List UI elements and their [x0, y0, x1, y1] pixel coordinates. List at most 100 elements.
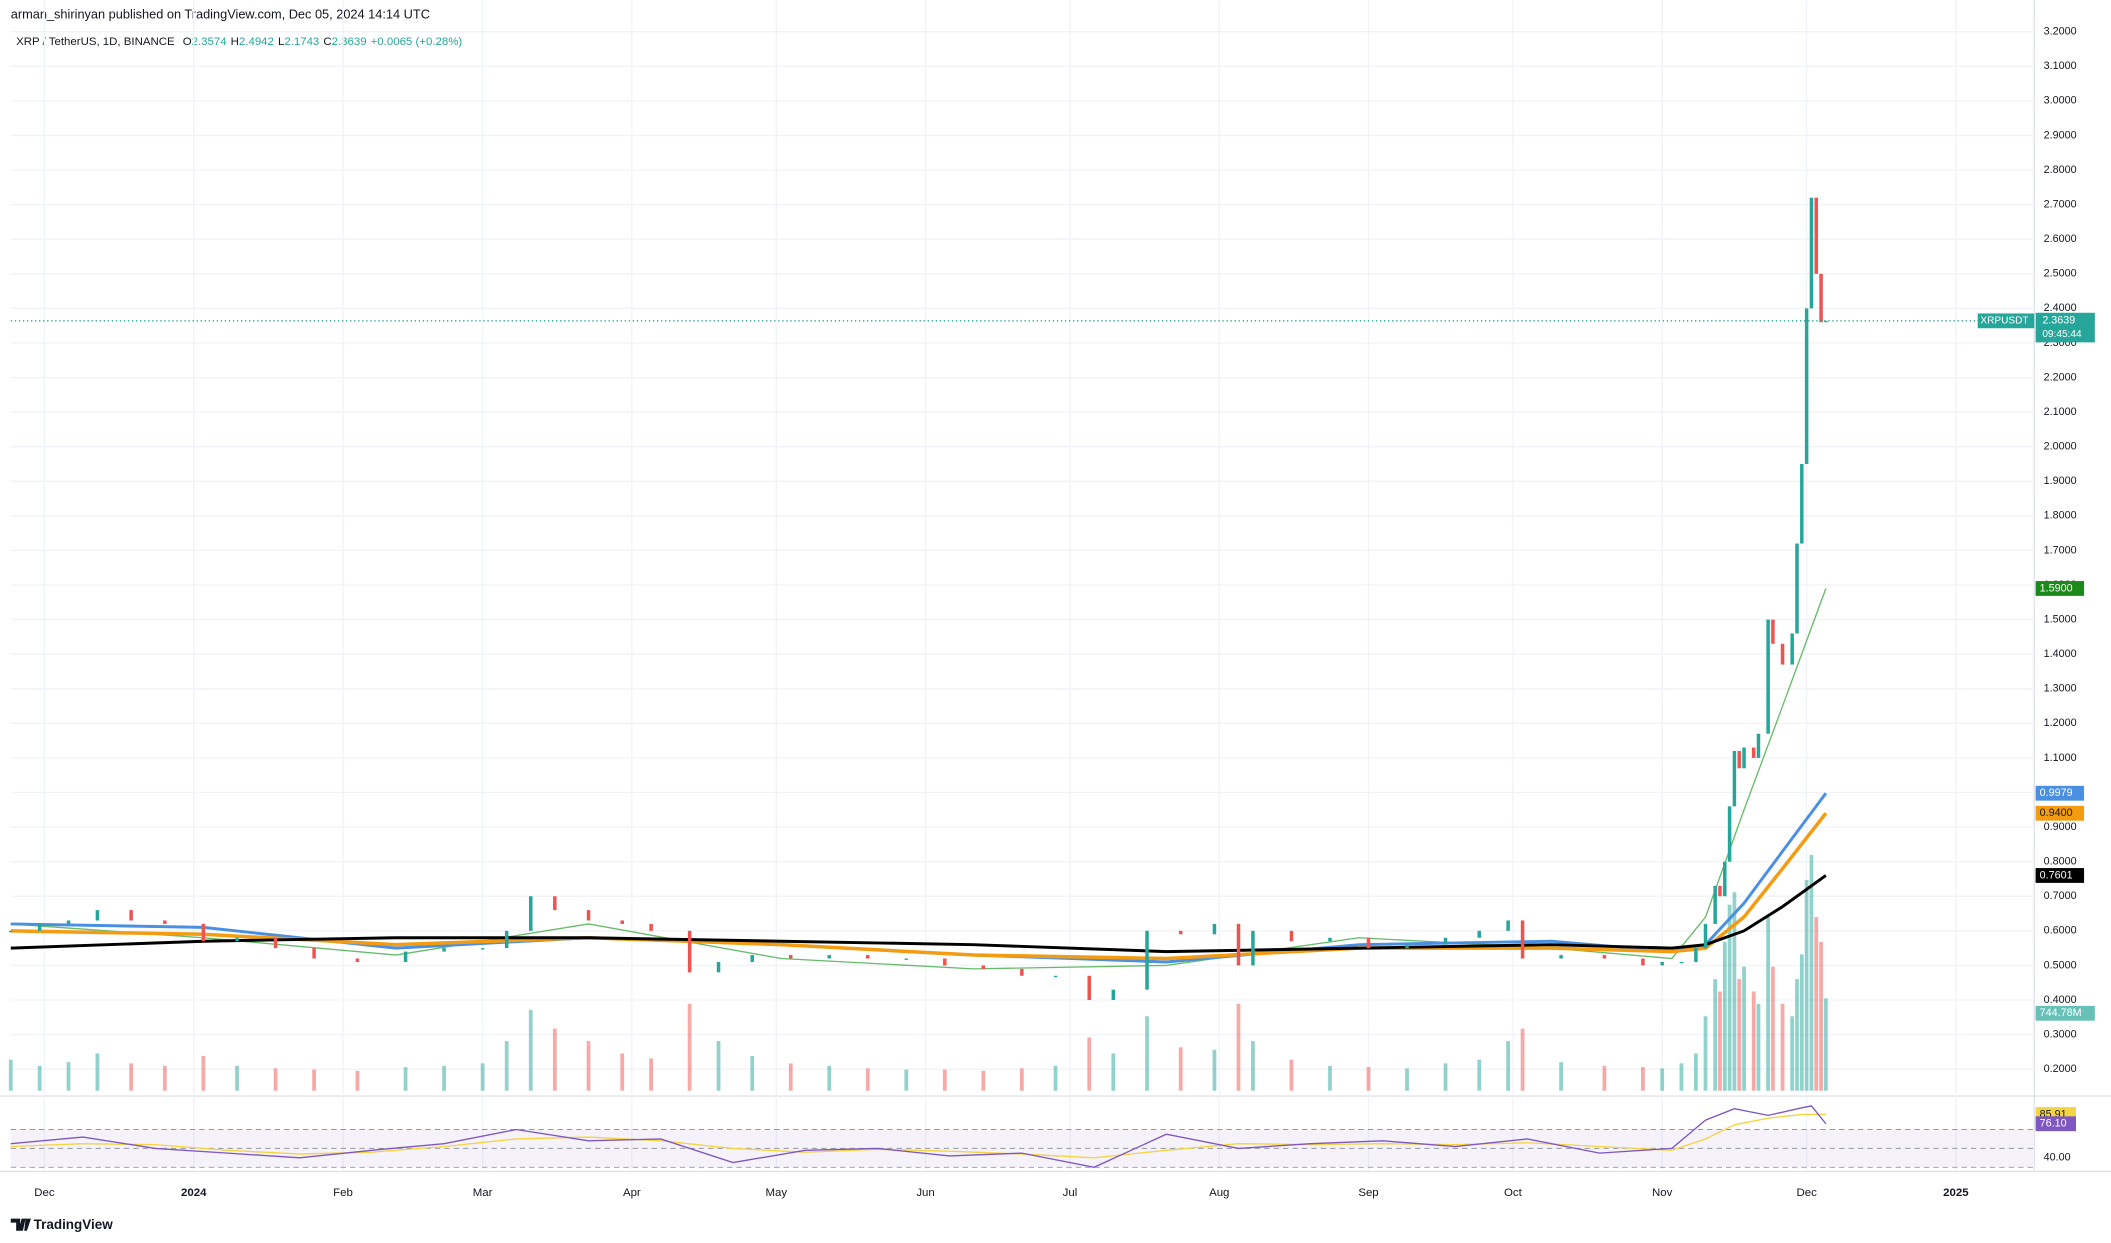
volume-bar: [1804, 879, 1809, 1091]
y-tick-label: 1.2000: [2044, 717, 2077, 729]
legend-value: 2.3574: [192, 36, 228, 48]
volume-bar: [312, 1069, 316, 1091]
candle-body: [129, 910, 133, 921]
volume-bar: [1111, 1053, 1116, 1091]
volume-bar: [1780, 1003, 1785, 1091]
candle-body: [1795, 543, 1799, 634]
y-tick-label: 0.3000: [2044, 1028, 2077, 1040]
volume-bar: [403, 1067, 408, 1091]
candle-body: [37, 923, 42, 931]
candle-body: [1732, 751, 1737, 807]
candle-body: [1742, 747, 1746, 769]
y-tick-label: 0.8000: [2044, 856, 2077, 868]
legend-key: C: [323, 36, 331, 48]
volume-bar: [1506, 1041, 1511, 1091]
y-tick-label: 2.5000: [2044, 268, 2077, 280]
x-tick-label: May: [765, 1187, 787, 1199]
ma-tag-label: 1.5900: [2040, 582, 2073, 594]
candle-body: [1804, 308, 1809, 464]
volume-bar: [1405, 1068, 1409, 1091]
candle-body: [904, 958, 909, 960]
rsi-tag-label: 76.10: [2040, 1118, 2067, 1130]
volume-bar: [1795, 979, 1799, 1091]
candle-body: [1559, 955, 1563, 959]
countdown-label: 09:45:44: [2042, 329, 2082, 340]
volume-bar: [1756, 1003, 1761, 1091]
y-tick-label: 3.1000: [2044, 60, 2077, 72]
volume-bar: [1679, 1063, 1684, 1091]
candle-body: [273, 937, 278, 949]
candle-body: [1087, 975, 1091, 1001]
symbol-legend: XRP / TetherUS, 1D, BINANCE O2.3574 H2.494…: [16, 36, 462, 48]
y-tick-label: 2.2000: [2044, 371, 2077, 383]
candle-body: [1727, 806, 1732, 862]
candle-body: [1477, 930, 1481, 938]
rsi-tick-label: 40.00: [2044, 1152, 2071, 1164]
rsi-ma-line: [10, 1113, 1826, 1159]
legend-value: 2.1743: [284, 36, 319, 48]
ma-tag-label: 0.7601: [2040, 869, 2073, 881]
y-tick-label: 2.4000: [2044, 302, 2077, 314]
x-tick-label: Aug: [1209, 1187, 1229, 1199]
y-tick-label: 1.3000: [2044, 683, 2077, 695]
volume-bar: [1366, 1067, 1371, 1091]
volume-bar: [649, 1058, 654, 1091]
brand-name: TradingView: [34, 1217, 114, 1232]
volume-bar: [620, 1053, 625, 1091]
volume-bar: [1790, 1016, 1795, 1091]
y-tick-label: 1.1000: [2044, 752, 2077, 764]
volume-bar: [1766, 917, 1770, 1091]
volume-bar: [904, 1069, 909, 1091]
candle-body: [586, 910, 591, 921]
volume-bar: [1713, 979, 1718, 1091]
volume-bar: [162, 1065, 167, 1091]
candle-body: [827, 955, 832, 959]
candle-body: [1178, 930, 1183, 935]
candle-body: [553, 896, 557, 911]
ma-tag: [2035, 805, 2085, 821]
candle-body: [66, 920, 71, 924]
volume-bar: [716, 1041, 721, 1091]
volume-bar: [865, 1068, 870, 1091]
candle-body: [1814, 197, 1819, 274]
candle-body: [504, 930, 509, 949]
x-tick-label: 2025: [1943, 1187, 1969, 1199]
volume-bar: [1814, 917, 1819, 1091]
candle-body: [1366, 937, 1371, 949]
candle-body: [1236, 923, 1241, 966]
volume-bar: [1799, 954, 1804, 1091]
candle-body: [750, 955, 754, 962]
volume-bar: [37, 1065, 42, 1091]
y-tick-label: 2.7000: [2044, 198, 2077, 210]
candle-body: [1703, 923, 1708, 949]
volume-bar: [1212, 1049, 1217, 1091]
ma-tag-label: 0.9400: [2040, 807, 2073, 819]
candle-body: [1111, 989, 1116, 1001]
volume-bar: [1559, 1062, 1563, 1091]
y-tick-label: 2.1000: [2044, 406, 2077, 418]
volume-bar: [201, 1055, 206, 1091]
x-tick-label: 2024: [181, 1187, 207, 1199]
volume-bar: [504, 1041, 509, 1091]
volume-bar: [1145, 1016, 1149, 1091]
y-tick-label: 0.5000: [2044, 959, 2077, 971]
volume-bar: [1660, 1068, 1665, 1091]
volume-bar: [750, 1055, 755, 1091]
candle-body: [1660, 961, 1664, 966]
x-tick-label: Jul: [1063, 1187, 1078, 1199]
x-tick-label: Dec: [34, 1187, 55, 1199]
volume-bar: [1328, 1065, 1332, 1091]
candle-body: [1053, 975, 1058, 978]
volume-bar: [1477, 1059, 1482, 1091]
candle-body: [1790, 633, 1794, 665]
y-tick-label: 3.2000: [2044, 26, 2077, 38]
volume-bar: [235, 1065, 239, 1091]
ma-tag: [2035, 581, 2085, 596]
candle-body: [1713, 885, 1717, 924]
x-tick-label: Sep: [1358, 1187, 1378, 1199]
ma-tag: [2035, 785, 2085, 801]
y-tick-label: 1.7000: [2044, 544, 2077, 556]
candle-body: [687, 930, 692, 973]
ma-tag: [2035, 868, 2085, 883]
